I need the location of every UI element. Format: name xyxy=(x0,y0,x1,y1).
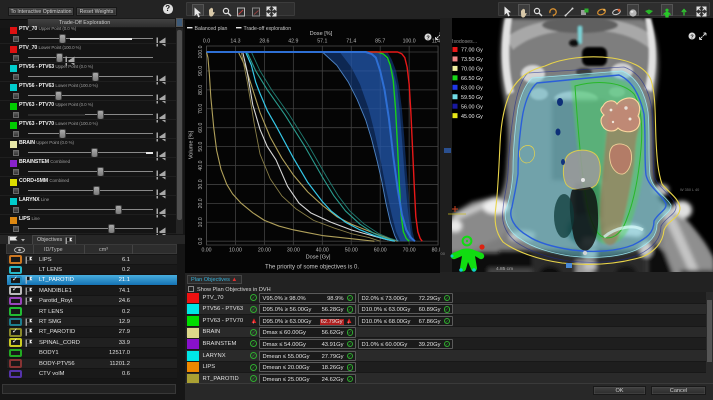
svg-text:60.00: 60.00 xyxy=(374,248,387,254)
svg-text:63.00 Gy: 63.00 Gy xyxy=(461,85,483,91)
svg-text:50.0: 50.0 xyxy=(198,141,204,151)
svg-text:59.50 Gy: 59.50 Gy xyxy=(461,95,483,101)
svg-text:66.50 Gy: 66.50 Gy xyxy=(461,76,483,82)
svg-text:100.0: 100.0 xyxy=(198,45,204,58)
svg-text:60.0: 60.0 xyxy=(198,123,204,133)
svg-text:73.50 Gy: 73.50 Gy xyxy=(461,57,483,63)
svg-text:70.00: 70.00 xyxy=(403,248,416,254)
svg-text:20.00: 20.00 xyxy=(258,248,271,254)
svg-text:70.00 Gy: 70.00 Gy xyxy=(461,67,483,73)
svg-text:45.00 Gy: 45.00 Gy xyxy=(461,114,483,120)
svg-text:70.0: 70.0 xyxy=(198,104,204,114)
svg-text:Dose [Gy]: Dose [Gy] xyxy=(306,255,331,261)
svg-text:114.3: 114.3 xyxy=(432,39,443,45)
svg-text:57.1: 57.1 xyxy=(317,39,327,45)
svg-text:20.0: 20.0 xyxy=(198,198,204,208)
svg-text:77.00 Gy: 77.00 Gy xyxy=(461,48,483,54)
svg-text:0.0: 0.0 xyxy=(198,237,204,244)
svg-text:10.00: 10.00 xyxy=(229,248,242,254)
svg-text:Dose [%]: Dose [%] xyxy=(310,31,333,37)
svg-text:80.0: 80.0 xyxy=(198,85,204,95)
svg-text:100.0: 100.0 xyxy=(403,39,416,45)
svg-text:Trade-off exploration: Trade-off exploration xyxy=(244,26,292,32)
svg-text:W 350 L 40: W 350 L 40 xyxy=(680,188,699,192)
svg-text:0.00: 0.00 xyxy=(201,248,211,254)
svg-text:90.0: 90.0 xyxy=(198,66,204,76)
svg-text:Balanced plan: Balanced plan xyxy=(195,26,228,32)
svg-text:?: ? xyxy=(426,35,430,41)
svg-text:28.6: 28.6 xyxy=(259,39,269,45)
svg-text:Volume [%]: Volume [%] xyxy=(189,130,195,159)
svg-text:71.4: 71.4 xyxy=(346,39,356,45)
svg-text:30.00: 30.00 xyxy=(287,248,300,254)
svg-text:14.3: 14.3 xyxy=(230,39,240,45)
svg-text:80.00: 80.00 xyxy=(432,248,443,254)
svg-text:30.0: 30.0 xyxy=(198,179,204,189)
svg-text:85.7: 85.7 xyxy=(375,39,385,45)
svg-text:Isodoses...: Isodoses... xyxy=(452,39,477,45)
svg-text:The priority of some objective: The priority of some objectives is 0. xyxy=(265,265,359,271)
svg-text:4.85 cm: 4.85 cm xyxy=(496,266,513,272)
svg-text:56.00 Gy: 56.00 Gy xyxy=(461,104,483,110)
svg-text:0.0: 0.0 xyxy=(203,39,210,45)
svg-text:10.0: 10.0 xyxy=(198,217,204,227)
svg-text:?: ? xyxy=(690,34,694,40)
svg-text:42.9: 42.9 xyxy=(288,39,298,45)
svg-text:40.00: 40.00 xyxy=(316,248,329,254)
svg-text:50.00: 50.00 xyxy=(345,248,358,254)
svg-text:00: 00 xyxy=(441,251,446,256)
svg-text:40.0: 40.0 xyxy=(198,160,204,170)
